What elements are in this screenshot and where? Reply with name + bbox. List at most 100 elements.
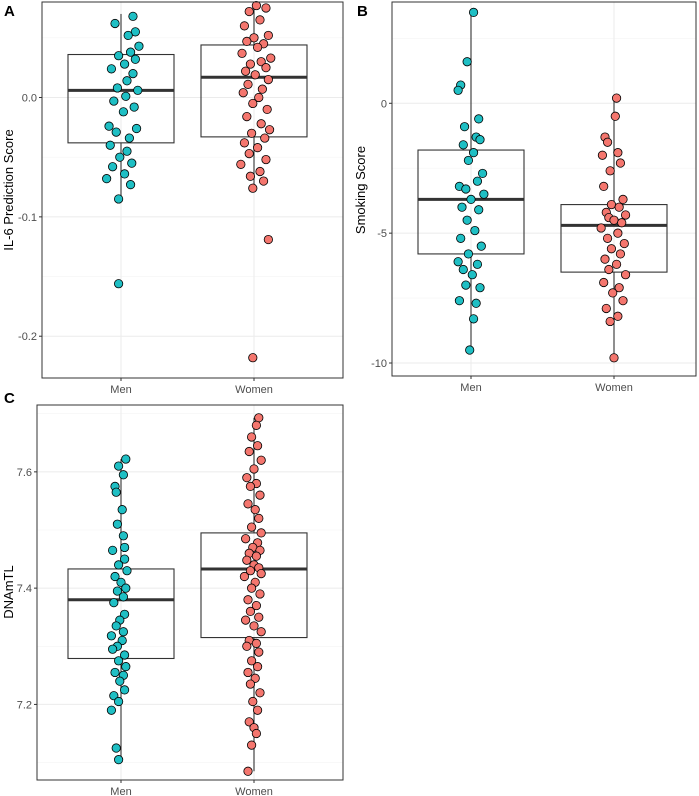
panel-c-point-men <box>108 644 118 654</box>
panel-b-point-women <box>613 311 623 321</box>
panel-b-point-men <box>468 314 479 324</box>
panel-b-point-women <box>602 137 613 147</box>
panel-b-point-women <box>606 244 617 254</box>
panel-a-point-women <box>261 63 271 73</box>
panel-c-point-men <box>118 592 128 602</box>
panel-b-y-tick-label: -5 <box>377 228 387 240</box>
panel-b-y-tick-label: 0 <box>381 98 387 110</box>
panel-a-point-men <box>114 194 124 204</box>
panel-c-point-men <box>121 662 131 672</box>
panel-a-point-women <box>244 6 254 17</box>
panel-a-point-women <box>249 33 259 43</box>
panel-a-point-women <box>252 42 263 52</box>
panel-c-point-men <box>109 598 119 608</box>
panel-c-point-women <box>252 662 263 672</box>
panel-a-box-women <box>200 44 308 138</box>
panel-a-point-women <box>245 171 256 181</box>
panel-a-point-women <box>263 74 273 85</box>
panel-c-y-axis-title: DNAmTL <box>1 565 16 618</box>
panel-a-point-women <box>262 104 272 115</box>
panel-a-box-men <box>67 53 175 144</box>
panel-b-point-men <box>461 280 471 290</box>
panel-c-point-women <box>250 505 260 515</box>
panel-c-point-men <box>111 621 121 631</box>
panel-c-point-women <box>256 455 266 465</box>
panel-a-point-men <box>115 152 125 162</box>
panel-a-point-women <box>247 128 257 138</box>
panel-a-x-tick-label: Men <box>110 384 131 396</box>
panel-c-point-men <box>114 656 124 666</box>
panel-b-point-men <box>462 57 472 67</box>
panel-c-point-women <box>248 696 258 707</box>
panel-a-point-men <box>119 59 130 69</box>
panel-a-point-women <box>250 70 260 80</box>
panel-a-point-men <box>110 18 120 29</box>
panel-a-point-men <box>122 76 132 86</box>
panel-c-point-women <box>242 641 252 651</box>
panel-a-point-men <box>109 96 119 106</box>
panel-b-point-men <box>472 176 483 186</box>
panel-c-point-women <box>251 551 261 561</box>
panel-b-letter: B <box>357 3 368 20</box>
panel-a-point-women <box>236 159 246 169</box>
panel-b-point-men <box>461 184 471 194</box>
panel-c-y-tick-label: 7.6 <box>17 467 32 479</box>
panel-a-letter: A <box>4 3 15 20</box>
panel-b-point-women <box>610 111 620 121</box>
panel-a-point-men <box>108 162 118 172</box>
panel-c-point-women <box>244 446 254 457</box>
panel-b-point-women <box>620 270 631 280</box>
panel-b-point-men <box>458 264 468 275</box>
panel-b-point-women <box>599 277 609 288</box>
panel-a-point-men <box>134 41 144 51</box>
panel-c-point-women <box>252 705 263 715</box>
panel-b-point-men <box>475 135 485 145</box>
panel-c-point-women <box>254 413 264 423</box>
panel-a-point-women <box>244 148 254 159</box>
panel-b-point-men <box>459 122 470 132</box>
panel-c-point-women <box>239 571 250 582</box>
panel-c-point-men <box>112 519 123 529</box>
panel-a-point-men <box>119 169 130 179</box>
panel-a-point-men <box>125 180 136 190</box>
panel-b-point-men <box>468 7 479 17</box>
panel-a-point-men <box>105 140 115 150</box>
panel-b-point-men <box>475 283 485 293</box>
panel-c-x-tick-label: Women <box>235 786 273 796</box>
panel-c-point-women <box>242 473 252 483</box>
panel-c-point-women <box>249 464 259 474</box>
panel-c-y-tick-label: 7.2 <box>17 699 32 711</box>
panel-c-point-men <box>119 542 130 553</box>
panel-c-point-women <box>251 638 261 648</box>
panel-c-points <box>106 413 266 776</box>
panel-c-point-women <box>254 513 264 523</box>
panel-a-point-women <box>245 59 256 69</box>
panel-a-point-men <box>128 69 138 79</box>
panel-c-point-men <box>111 743 121 753</box>
panel-b-point-women <box>613 148 623 158</box>
panel-c-point-women <box>243 595 253 605</box>
panel-b-point-women <box>615 249 626 259</box>
panel-c-point-men <box>122 566 132 576</box>
panel-b-x-tick-label: Men <box>460 382 481 394</box>
panel-a-point-men <box>123 30 133 41</box>
panel-a-point-women <box>237 48 247 58</box>
panel-b-y-axis-title: Smoking Score <box>353 146 368 234</box>
panel-b-point-men <box>476 241 486 251</box>
panel-a-point-men <box>114 279 124 289</box>
panel-c-point-men <box>119 650 130 660</box>
panel-b-point-women <box>608 288 618 298</box>
panel-b-point-women <box>620 210 631 220</box>
panel-a-point-men <box>131 123 142 134</box>
panel-c-point-women <box>254 647 264 657</box>
panel-a-point-women <box>258 176 269 186</box>
panel-c-point-women <box>256 528 266 538</box>
panel-b-point-women <box>611 93 622 103</box>
panel-c-point-women <box>243 766 253 776</box>
panel-b-point-women <box>597 150 608 160</box>
panel-a-point-women <box>260 133 270 143</box>
panel-b-point-women <box>606 199 617 210</box>
panel-c-point-women <box>245 566 256 576</box>
panel-a-y-tick-label: 0.0 <box>22 92 37 104</box>
panel-a-point-women <box>239 21 250 31</box>
